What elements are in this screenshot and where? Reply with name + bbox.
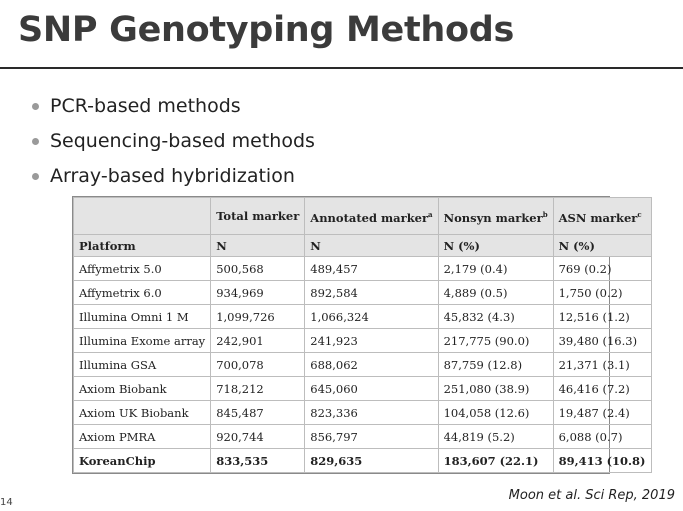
bullet-dot-icon [32, 138, 39, 145]
cell-nonsyn: 4,889 (0.5) [437, 280, 554, 305]
header-platform-blank [72, 197, 212, 235]
table-row: Axiom UK Biobank 845,487 823,336 104,058… [72, 400, 652, 425]
bullet-item: Array-based hybridization [30, 162, 315, 197]
slide-title: SNP Genotyping Methods [18, 10, 515, 50]
cell-asn: 39,480 (16.3) [552, 328, 652, 353]
table-row-highlight: KoreanChip 833,535 829,635 183,607 (22.1… [72, 448, 652, 473]
cell-total: 718,212 [210, 376, 306, 401]
bullet-text: Sequencing-based methods [50, 130, 315, 152]
cell-platform: Illumina GSA [72, 352, 212, 377]
cell-asn: 12,516 (1.2) [552, 304, 652, 329]
cell-nonsyn: 217,775 (90.0) [437, 328, 554, 353]
cell-total: 833,535 [210, 448, 306, 473]
header-annotated-sup: a [428, 209, 433, 219]
page-number: 14 [0, 497, 13, 508]
cell-asn: 6,088 (0.7) [552, 424, 652, 449]
cell-nonsyn: 183,607 (22.1) [437, 448, 554, 473]
cell-total: 700,078 [210, 352, 306, 377]
cell-asn: 89,413 (10.8) [552, 448, 652, 473]
cell-nonsyn: 45,832 (4.3) [437, 304, 554, 329]
header-asn-sup: c [637, 209, 642, 219]
table-subheader-row: Platform N N N (%) N (%) [72, 234, 652, 257]
cell-platform: Illumina Exome array [72, 328, 212, 353]
header-asn-marker: ASN markerc [552, 197, 652, 235]
table-header-row: Total marker Annotated markera Nonsyn ma… [72, 197, 652, 235]
bullet-list: PCR-based methods Sequencing-based metho… [30, 92, 315, 197]
cell-asn: 21,371 (3.1) [552, 352, 652, 377]
header-annotated-marker: Annotated markera [304, 197, 439, 235]
cell-platform: Affymetrix 6.0 [72, 280, 212, 305]
header-nonsyn-label: Nonsyn marker [443, 210, 543, 225]
cell-asn: 769 (0.2) [552, 256, 652, 281]
cell-nonsyn: 44,819 (5.2) [437, 424, 554, 449]
bullet-dot-icon [32, 173, 39, 180]
cell-platform: Affymetrix 5.0 [72, 256, 212, 281]
cell-platform: Axiom PMRA [72, 424, 212, 449]
table-row: Affymetrix 5.0 500,568 489,457 2,179 (0.… [72, 256, 652, 281]
table-row: Axiom Biobank 718,212 645,060 251,080 (3… [72, 376, 652, 401]
table-row: Affymetrix 6.0 934,969 892,584 4,889 (0.… [72, 280, 652, 305]
header-total-unit: N [210, 234, 306, 257]
title-divider [0, 67, 683, 69]
cell-platform: KoreanChip [72, 448, 212, 473]
cell-annotated: 645,060 [304, 376, 439, 401]
cell-total: 845,487 [210, 400, 306, 425]
cell-annotated: 856,797 [304, 424, 439, 449]
cell-annotated: 823,336 [304, 400, 439, 425]
cell-total: 920,744 [210, 424, 306, 449]
header-annotated-label: Annotated marker [310, 210, 429, 225]
cell-annotated: 1,066,324 [304, 304, 439, 329]
header-nonsyn-sup: b [542, 209, 548, 219]
cell-total: 934,969 [210, 280, 306, 305]
table-row: Axiom PMRA 920,744 856,797 44,819 (5.2) … [72, 424, 652, 449]
genotyping-table: Total marker Annotated markera Nonsyn ma… [72, 196, 652, 474]
cell-platform: Axiom UK Biobank [72, 400, 212, 425]
cell-total: 1,099,726 [210, 304, 306, 329]
cell-annotated: 489,457 [304, 256, 439, 281]
cell-annotated: 241,923 [304, 328, 439, 353]
header-total-label: Total marker [216, 208, 300, 223]
citation: Moon et al. Sci Rep, 2019 [508, 488, 675, 503]
table-row: Illumina GSA 700,078 688,062 87,759 (12.… [72, 352, 652, 377]
cell-annotated: 892,584 [304, 280, 439, 305]
cell-total: 242,901 [210, 328, 306, 353]
cell-nonsyn: 104,058 (12.6) [437, 400, 554, 425]
cell-asn: 46,416 (7.2) [552, 376, 652, 401]
cell-annotated: 688,062 [304, 352, 439, 377]
header-asn-label: ASN marker [558, 210, 638, 225]
header-nonsyn-marker: Nonsyn markerb [437, 197, 554, 235]
bullet-dot-icon [32, 103, 39, 110]
cell-nonsyn: 251,080 (38.9) [437, 376, 554, 401]
cell-nonsyn: 2,179 (0.4) [437, 256, 554, 281]
table-row: Illumina Exome array 242,901 241,923 217… [72, 328, 652, 353]
cell-platform: Axiom Biobank [72, 376, 212, 401]
header-total-marker: Total marker [210, 197, 306, 235]
header-asn-unit: N (%) [552, 234, 652, 257]
cell-total: 500,568 [210, 256, 306, 281]
bullet-text: Array-based hybridization [50, 165, 295, 187]
bullet-item: Sequencing-based methods [30, 127, 315, 162]
cell-annotated: 829,635 [304, 448, 439, 473]
header-annotated-unit: N [304, 234, 439, 257]
cell-asn: 19,487 (2.4) [552, 400, 652, 425]
cell-platform: Illumina Omni 1 M [72, 304, 212, 329]
bullet-item: PCR-based methods [30, 92, 315, 127]
cell-nonsyn: 87,759 (12.8) [437, 352, 554, 377]
header-nonsyn-unit: N (%) [437, 234, 554, 257]
cell-asn: 1,750 (0.2) [552, 280, 652, 305]
table-row: Illumina Omni 1 M 1,099,726 1,066,324 45… [72, 304, 652, 329]
bullet-text: PCR-based methods [50, 95, 241, 117]
header-platform: Platform [72, 234, 212, 257]
